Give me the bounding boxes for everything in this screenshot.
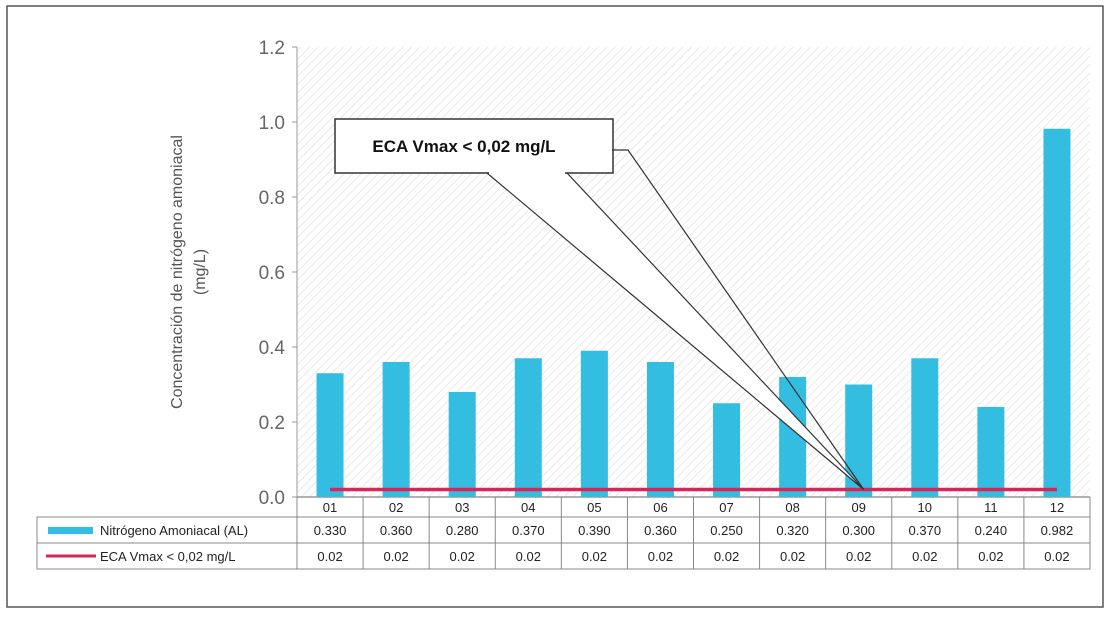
bar [1043, 129, 1070, 497]
category-label: 07 [719, 500, 733, 515]
table-value-cell: 0.390 [578, 523, 611, 538]
y-tick-label: 0.2 [259, 413, 285, 434]
table-value-cell: 0.02 [780, 549, 805, 564]
table-value-cell: 0.02 [516, 549, 541, 564]
table-value-cell: 0.240 [975, 523, 1008, 538]
table-value-cell: 0.360 [644, 523, 677, 538]
category-label: 09 [851, 500, 865, 515]
table-value-cell: 0.02 [846, 549, 871, 564]
table-value-cell: 0.300 [842, 523, 875, 538]
table-value-cell: 0.02 [383, 549, 408, 564]
table-value-cell: 0.982 [1041, 523, 1074, 538]
table-value-cell: 0.370 [512, 523, 545, 538]
category-label: 05 [587, 500, 601, 515]
legend-entry: Nitrógeno Amoniacal (AL) [100, 523, 248, 538]
y-axis-label-line-1: Concentración de nitrógeno amoniacal [169, 135, 186, 409]
y-axis-label-line-2: (mg/L) [192, 249, 209, 295]
category-label: 08 [785, 500, 799, 515]
category-label: 10 [918, 500, 932, 515]
bar [317, 373, 344, 497]
table-value-cell: 0.330 [314, 523, 347, 538]
legend-swatch-bar [48, 527, 93, 534]
table-value-cell: 0.280 [446, 523, 479, 538]
y-tick-label: 0.4 [259, 338, 286, 359]
table-value-cell: 0.02 [450, 549, 475, 564]
bar [647, 362, 674, 497]
table-value-cell: 0.360 [380, 523, 413, 538]
bar [845, 385, 872, 498]
table-value-cell: 0.250 [710, 523, 743, 538]
table-value-cell: 0.02 [978, 549, 1003, 564]
annotation-text: ECA Vmax < 0,02 mg/L [372, 137, 555, 156]
table-value-cell: 0.02 [648, 549, 673, 564]
bar [911, 358, 938, 497]
table-value-cell: 0.320 [776, 523, 809, 538]
table-value-cell: 0.370 [909, 523, 942, 538]
table-value-cell: 0.02 [1044, 549, 1069, 564]
table-value-cell: 0.02 [317, 549, 342, 564]
y-tick-label: 1.2 [259, 38, 285, 59]
bar [713, 403, 740, 497]
legend-entry: ECA Vmax < 0,02 mg/L [100, 549, 235, 564]
bar [383, 362, 410, 497]
category-label: 11 [984, 500, 998, 515]
category-label: 04 [521, 500, 535, 515]
table-value-cell: 0.02 [582, 549, 607, 564]
category-label: 02 [389, 500, 403, 515]
plot-area [297, 47, 1090, 497]
category-label: 01 [323, 500, 337, 515]
table-value-cell: 0.02 [714, 549, 739, 564]
category-label: 06 [653, 500, 667, 515]
y-tick-label: 0.0 [259, 488, 285, 509]
y-tick-label: 1.0 [259, 113, 285, 134]
table-value-cell: 0.02 [912, 549, 937, 564]
y-tick-label: 0.6 [259, 263, 285, 284]
category-label: 03 [455, 500, 469, 515]
bar [515, 358, 542, 497]
bar [977, 407, 1004, 497]
bar [449, 392, 476, 497]
bar [581, 351, 608, 497]
category-label: 12 [1050, 500, 1064, 515]
y-tick-label: 0.8 [259, 188, 285, 209]
